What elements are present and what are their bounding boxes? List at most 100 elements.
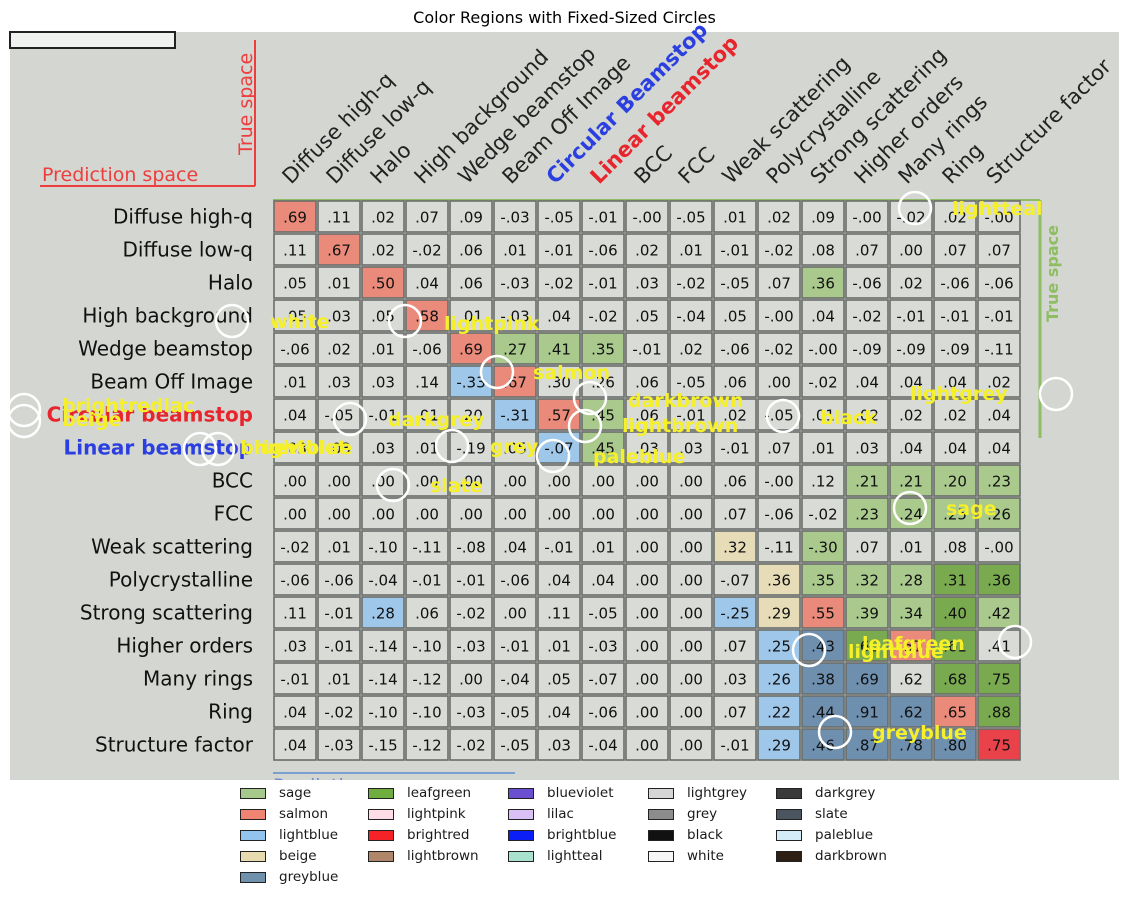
region-circle (6, 403, 42, 439)
matrix-cell (317, 596, 361, 629)
legend-label: darkbrown (815, 848, 887, 864)
matrix-cell (845, 266, 889, 299)
matrix-cell (625, 431, 669, 464)
matrix-cell (317, 332, 361, 365)
matrix-cell (669, 497, 713, 530)
matrix-cell (933, 299, 977, 332)
cell-value: -.00 (808, 341, 837, 359)
cell-value: .01 (327, 275, 351, 293)
row-label: Halo (208, 271, 253, 295)
cell-value: -.01 (984, 308, 1013, 326)
matrix-cell (581, 398, 625, 431)
cell-value: .03 (547, 737, 571, 755)
cell-value: .06 (415, 605, 439, 623)
cell-value: .03 (283, 440, 307, 458)
matrix-cell (977, 464, 1021, 497)
matrix-cell (757, 332, 801, 365)
matrix-cell (889, 200, 933, 233)
matrix-cell (581, 530, 625, 563)
cell-value: .07 (855, 242, 879, 260)
legend-item: lightbrown (368, 847, 479, 865)
region-label: black (820, 407, 877, 429)
matrix-cell (845, 695, 889, 728)
cell-value: .00 (547, 506, 571, 524)
cell-value: -.03 (588, 638, 617, 656)
cell-value: .08 (943, 539, 967, 557)
region-label: paleblue (593, 446, 685, 468)
matrix-cell (273, 398, 317, 431)
cell-value: -.01 (500, 638, 529, 656)
cell-value: -.19 (456, 440, 485, 458)
cell-value: .07 (943, 242, 967, 260)
matrix-cell (669, 695, 713, 728)
matrix-cell (581, 629, 625, 662)
matrix-cell (845, 728, 889, 761)
matrix-cell (845, 233, 889, 266)
cell-value: .00 (283, 473, 307, 491)
matrix-cell (933, 365, 977, 398)
cell-value: .00 (767, 374, 791, 392)
matrix-cell (669, 596, 713, 629)
cell-value: .01 (415, 407, 439, 425)
matrix-cell (361, 299, 405, 332)
matrix-cell (889, 398, 933, 431)
legend-item: blueviolet (508, 784, 614, 802)
cell-value: -.02 (808, 374, 837, 392)
matrix-cell (537, 563, 581, 596)
legend-label: brightred (407, 827, 470, 843)
matrix-cell (801, 200, 845, 233)
cell-value: .00 (679, 704, 703, 722)
matrix-cell (801, 266, 845, 299)
matrix-cell (317, 365, 361, 398)
matrix-cell (317, 266, 361, 299)
matrix-cell (537, 299, 581, 332)
cell-value: .01 (811, 407, 835, 425)
matrix-cell (449, 728, 493, 761)
matrix-cell (625, 200, 669, 233)
cell-value: .28 (899, 572, 923, 590)
cell-value: .27 (503, 341, 527, 359)
region-circle (997, 624, 1033, 660)
matrix-cell (977, 332, 1021, 365)
matrix-cell (669, 728, 713, 761)
matrix-cell (801, 596, 845, 629)
matrix-cell (713, 431, 757, 464)
row-label: Higher orders (116, 634, 253, 658)
cell-value: .00 (503, 473, 527, 491)
region-circle (535, 438, 571, 474)
legend-label: greyblue (279, 869, 339, 885)
matrix-cell (977, 497, 1021, 530)
cell-value: .01 (327, 671, 351, 689)
matrix-cell (537, 596, 581, 629)
row-label: Polycrystalline (109, 568, 253, 592)
matrix-cell (977, 299, 1021, 332)
legend-swatch (368, 808, 394, 820)
cell-value: -.01 (324, 605, 353, 623)
cell-value: -.03 (324, 737, 353, 755)
matrix-cell (933, 497, 977, 530)
legend-swatch (648, 787, 674, 799)
matrix-cell (405, 365, 449, 398)
matrix-cell (801, 332, 845, 365)
matrix-cell (449, 299, 493, 332)
cell-value: -.00 (764, 308, 793, 326)
region-circle (791, 632, 827, 668)
region-label: blueviolet (240, 437, 347, 459)
matrix-cell (361, 497, 405, 530)
matrix-cell (713, 299, 757, 332)
matrix-cell (625, 629, 669, 662)
legend-swatch (508, 829, 534, 841)
legend-swatch (240, 787, 266, 799)
matrix-cell (405, 629, 449, 662)
matrix-cell (581, 332, 625, 365)
cell-value: .46 (811, 737, 835, 755)
matrix-cell (493, 431, 537, 464)
cell-value: -.07 (720, 572, 749, 590)
matrix-cell (581, 431, 625, 464)
matrix-cell (449, 530, 493, 563)
cell-value: .01 (459, 308, 483, 326)
matrix-cell (977, 728, 1021, 761)
matrix-cell (449, 464, 493, 497)
cell-value: .04 (943, 374, 967, 392)
row-label: Weak scattering (91, 535, 253, 559)
